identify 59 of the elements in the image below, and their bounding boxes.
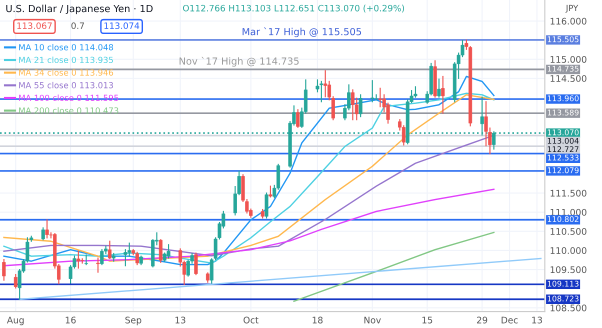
legend-label: MA 21 close 0 113.935 bbox=[19, 56, 113, 64]
candlestick bbox=[41, 227, 45, 240]
annotation: 113.067 bbox=[17, 22, 52, 30]
annotation: Mar `17 High @ 115.505 bbox=[242, 27, 362, 38]
y-tick-label: 111.500 bbox=[550, 190, 586, 197]
candlestick bbox=[166, 244, 170, 259]
legend-label: MA 55 close 0 113.013 bbox=[19, 82, 113, 88]
line-series bbox=[293, 232, 495, 302]
x-tick-label: Sep bbox=[125, 316, 142, 326]
candlestick bbox=[76, 250, 80, 269]
x-tick-label: Dec bbox=[502, 316, 518, 324]
candlestick bbox=[296, 109, 300, 128]
x-tick-label: 15 bbox=[422, 316, 432, 324]
candlestick bbox=[96, 258, 100, 273]
x-tick-label: 29 bbox=[477, 316, 488, 324]
candlestick bbox=[358, 94, 362, 118]
candlestick bbox=[378, 88, 382, 108]
candlestick bbox=[2, 259, 6, 281]
x-tick-label: 13 bbox=[176, 316, 186, 324]
candlestick bbox=[14, 274, 18, 288]
candlestick bbox=[268, 186, 272, 198]
candlestick bbox=[350, 89, 355, 120]
candlestick bbox=[437, 78, 441, 98]
y-tick-label: 114.500 bbox=[550, 75, 586, 82]
x-tick-label: 16 bbox=[66, 316, 76, 324]
legend-label: MA 34 close 0 113.946 bbox=[19, 69, 114, 76]
x-tick-label: Aug bbox=[6, 316, 24, 326]
annotation: O112.766 H113.103 L112.651 C113.070 (+0.29%) bbox=[183, 4, 404, 12]
annotation: 113.074 bbox=[104, 22, 140, 30]
y-tick-label: 115.000 bbox=[550, 56, 586, 63]
legend-label: MA 200 close 0 110.473 bbox=[19, 107, 118, 114]
x-tick-label: 18 bbox=[312, 316, 323, 324]
y-tick-label: 116.000 bbox=[550, 18, 586, 25]
y-tick-label: 110.000 bbox=[550, 247, 586, 254]
candlestick bbox=[264, 192, 268, 218]
y-tick-label: 110.500 bbox=[550, 228, 586, 235]
candlestick bbox=[320, 80, 324, 102]
candlestick bbox=[108, 240, 112, 260]
x-tick-label: Nov bbox=[364, 316, 381, 324]
text: JPY bbox=[565, 4, 578, 13]
candlestick bbox=[45, 219, 49, 238]
candlestick bbox=[135, 252, 139, 266]
x-tick-label: 13 bbox=[532, 316, 542, 324]
candlestick bbox=[370, 80, 374, 102]
candlestick bbox=[206, 272, 210, 283]
candlestick bbox=[194, 252, 198, 276]
chart-title: U.S. Dollar / Japanese Yen · 1D bbox=[6, 4, 153, 14]
candlestick bbox=[158, 239, 162, 263]
candlestick bbox=[441, 76, 445, 114]
annotation: Nov `17 High @ 114.735 bbox=[180, 56, 299, 67]
x-tick-label: Oct bbox=[244, 316, 258, 324]
candlestick bbox=[84, 254, 88, 266]
annotation: 0.7 bbox=[71, 22, 84, 30]
candlestick bbox=[324, 70, 328, 98]
y-tick-label: 108.500 bbox=[550, 304, 586, 312]
legend-label: MA 10 close 0 114.048 bbox=[19, 44, 114, 50]
candlestick bbox=[100, 249, 104, 266]
y-tick-label: 109.500 bbox=[550, 266, 586, 274]
y-tick-label: 111.000 bbox=[550, 208, 586, 216]
